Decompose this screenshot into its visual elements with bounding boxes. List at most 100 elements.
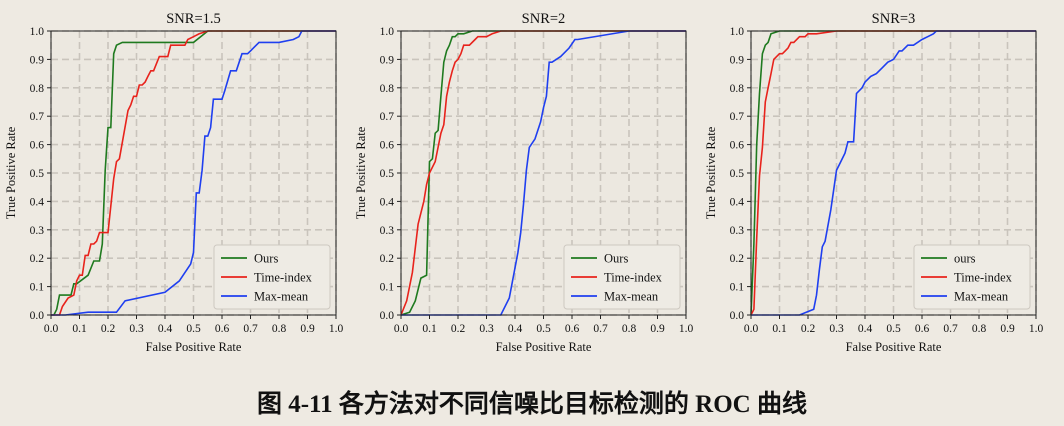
x-tick-label: 0.5	[536, 323, 551, 335]
y-tick-label: 0.0	[730, 310, 745, 322]
y-tick-label: 0.9	[730, 54, 745, 66]
y-tick-label: 0.1	[730, 282, 745, 294]
x-tick-label: 0.3	[829, 323, 844, 335]
y-tick-label: 1.0	[30, 26, 45, 38]
chart-panel-3: 0.0 0.1 0.2 0.3 0.4 0.5 0.6 0.7 0.8 0.9 1.0 0.0 0.1 0…	[704, 11, 1043, 354]
series-line-time-index	[51, 30, 336, 316]
x-tick-label: 0.4	[858, 323, 873, 335]
x-tick-label: 1.0	[679, 323, 694, 335]
y-tick-label: 0.1	[380, 282, 395, 294]
y-tick-label: 1.0	[730, 26, 745, 38]
chart-title: SNR=3	[872, 11, 916, 27]
y-tick-label: 0.1	[30, 282, 45, 294]
y-tick-label: 0.8	[380, 83, 395, 95]
x-tick-label: 0.9	[300, 323, 315, 335]
x-tick-label: 0.9	[650, 323, 665, 335]
x-axis-label: False Positive Rate	[496, 340, 592, 354]
y-tick-label: 0.9	[380, 54, 395, 66]
y-tick-label: 0.3	[730, 225, 745, 237]
y-tick-label: 0.6	[380, 140, 395, 152]
x-tick-label: 0.1	[772, 323, 787, 335]
y-tick-label: 0.5	[730, 168, 745, 180]
y-tick-label: 0.3	[30, 225, 45, 237]
legend-label-ours: Ours	[604, 252, 628, 266]
y-tick-label: 0.4	[730, 196, 745, 208]
x-axis-label: False Positive Rate	[846, 340, 942, 354]
x-tick-label: 0.0	[744, 323, 759, 335]
y-tick-label: 0.6	[30, 140, 45, 152]
legend-label-max-mean: Max-mean	[954, 290, 1009, 304]
legend-label-max-mean: Max-mean	[254, 290, 309, 304]
x-tick-label: 0.7	[593, 323, 608, 335]
y-tick-label: 0.5	[30, 168, 45, 180]
legend: Ours Time-index Max-mean	[213, 244, 331, 310]
legend-label-time-index: Time-index	[254, 271, 313, 285]
chart-panel-1: 0.0 0.1 0.2 0.3 0.4 0.5 0.6 0.7 0.8 0.9 1.0 0.0 0.1 0…	[4, 11, 343, 354]
legend-label-time-index: Time-index	[954, 271, 1013, 285]
x-tick-label: 0.0	[44, 323, 59, 335]
series-line-max-mean	[751, 30, 1036, 316]
x-tick-label: 0.4	[508, 323, 523, 335]
series-line-max-mean	[401, 30, 686, 316]
y-tick-label: 0.3	[380, 225, 395, 237]
y-tick-label: 0.2	[380, 253, 395, 265]
chart-title: SNR=1.5	[166, 11, 221, 27]
y-tick-label: 0.0	[380, 310, 395, 322]
x-tick-label: 1.0	[1029, 323, 1044, 335]
y-tick-label: 0.7	[380, 111, 395, 123]
x-tick-label: 0.0	[394, 323, 409, 335]
x-tick-label: 0.1	[72, 323, 87, 335]
legend: ours Time-index Max-mean	[913, 244, 1031, 310]
y-tick-label: 0.4	[380, 196, 395, 208]
y-tick-label: 0.0	[30, 310, 45, 322]
y-tick-label: 0.9	[30, 54, 45, 66]
x-tick-label: 0.8	[272, 323, 287, 335]
y-tick-label: 0.4	[30, 196, 45, 208]
y-tick-label: 1.0	[380, 26, 395, 38]
x-tick-label: 0.5	[186, 323, 201, 335]
x-tick-label: 0.1	[422, 323, 437, 335]
x-tick-label: 0.8	[622, 323, 637, 335]
series-line-ours	[400, 30, 686, 316]
series-line-ours	[51, 30, 336, 316]
x-tick-label: 0.6	[215, 323, 230, 335]
x-tick-label: 0.2	[101, 323, 116, 335]
x-tick-label: 0.3	[129, 323, 144, 335]
x-tick-label: 0.9	[1000, 323, 1015, 335]
chart-title: SNR=2	[522, 11, 566, 27]
x-tick-label: 0.5	[886, 323, 901, 335]
legend-label-max-mean: Max-mean	[604, 290, 659, 304]
x-tick-label: 0.4	[158, 323, 173, 335]
x-tick-label: 0.6	[915, 323, 930, 335]
legend-label-time-index: Time-index	[604, 271, 663, 285]
y-tick-label: 0.7	[730, 111, 745, 123]
y-tick-label: 0.8	[30, 83, 45, 95]
series-line-max-mean	[51, 30, 336, 316]
legend: Ours Time-index Max-mean	[563, 244, 681, 310]
x-tick-label: 0.7	[243, 323, 258, 335]
y-axis-label: True Positive Rate	[354, 126, 368, 219]
y-tick-label: 0.7	[30, 111, 45, 123]
x-tick-label: 1.0	[329, 323, 344, 335]
y-tick-label: 0.6	[730, 140, 745, 152]
chart-panel-2: 0.0 0.1 0.2 0.3 0.4 0.5 0.6 0.7 0.8 0.9 1.0 0.0 0.1 0…	[354, 11, 693, 354]
y-tick-label: 0.5	[380, 168, 395, 180]
x-tick-label: 0.7	[943, 323, 958, 335]
x-tick-label: 0.2	[801, 323, 816, 335]
x-tick-label: 0.2	[451, 323, 466, 335]
legend-label-ours: Ours	[254, 252, 278, 266]
y-tick-label: 0.2	[30, 253, 45, 265]
y-axis-label: True Positive Rate	[704, 126, 718, 219]
legend-box	[913, 244, 1031, 310]
y-tick-label: 0.2	[730, 253, 745, 265]
legend-label-ours: ours	[954, 252, 976, 266]
legend-box	[213, 244, 331, 310]
x-tick-label: 0.3	[479, 323, 494, 335]
x-axis-label: False Positive Rate	[146, 340, 242, 354]
legend-box	[563, 244, 681, 310]
figure-caption: 图 4-11 各方法对不同信噪比目标检测的 ROC 曲线	[256, 391, 807, 418]
series-line-time-index	[750, 30, 1036, 316]
x-tick-label: 0.6	[565, 323, 580, 335]
y-tick-label: 0.8	[730, 83, 745, 95]
